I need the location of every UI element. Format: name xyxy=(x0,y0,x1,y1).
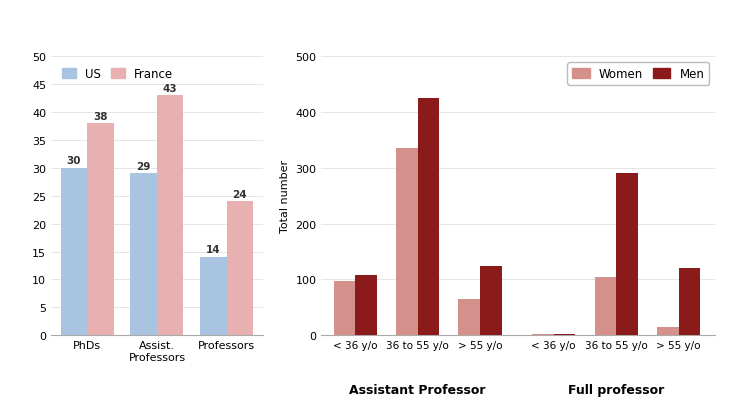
Bar xyxy=(595,277,616,335)
Text: 24: 24 xyxy=(233,189,247,199)
Bar xyxy=(418,99,439,335)
Bar xyxy=(480,266,502,335)
Bar xyxy=(87,124,114,335)
Text: Full professor: Full professor xyxy=(568,383,664,396)
Y-axis label: Total number: Total number xyxy=(280,160,290,233)
Bar xyxy=(678,269,700,335)
Bar xyxy=(356,275,377,335)
Bar xyxy=(200,258,227,335)
Bar xyxy=(616,174,638,335)
Bar xyxy=(554,334,575,335)
Bar xyxy=(334,281,356,335)
Bar xyxy=(396,149,418,335)
Bar xyxy=(131,174,157,335)
Text: 43: 43 xyxy=(163,83,177,93)
Bar xyxy=(157,96,183,335)
Bar xyxy=(458,299,480,335)
Text: 38: 38 xyxy=(93,111,108,121)
Text: 29: 29 xyxy=(137,161,151,171)
Bar xyxy=(227,202,253,335)
Bar xyxy=(61,169,87,335)
Legend: Women, Men: Women, Men xyxy=(567,63,710,85)
Bar xyxy=(657,327,678,335)
Text: 14: 14 xyxy=(206,245,220,255)
Text: 30: 30 xyxy=(66,156,81,166)
Bar xyxy=(532,334,554,335)
Text: Assistant Professor: Assistant Professor xyxy=(350,383,486,396)
Legend: US, France: US, France xyxy=(57,63,178,85)
